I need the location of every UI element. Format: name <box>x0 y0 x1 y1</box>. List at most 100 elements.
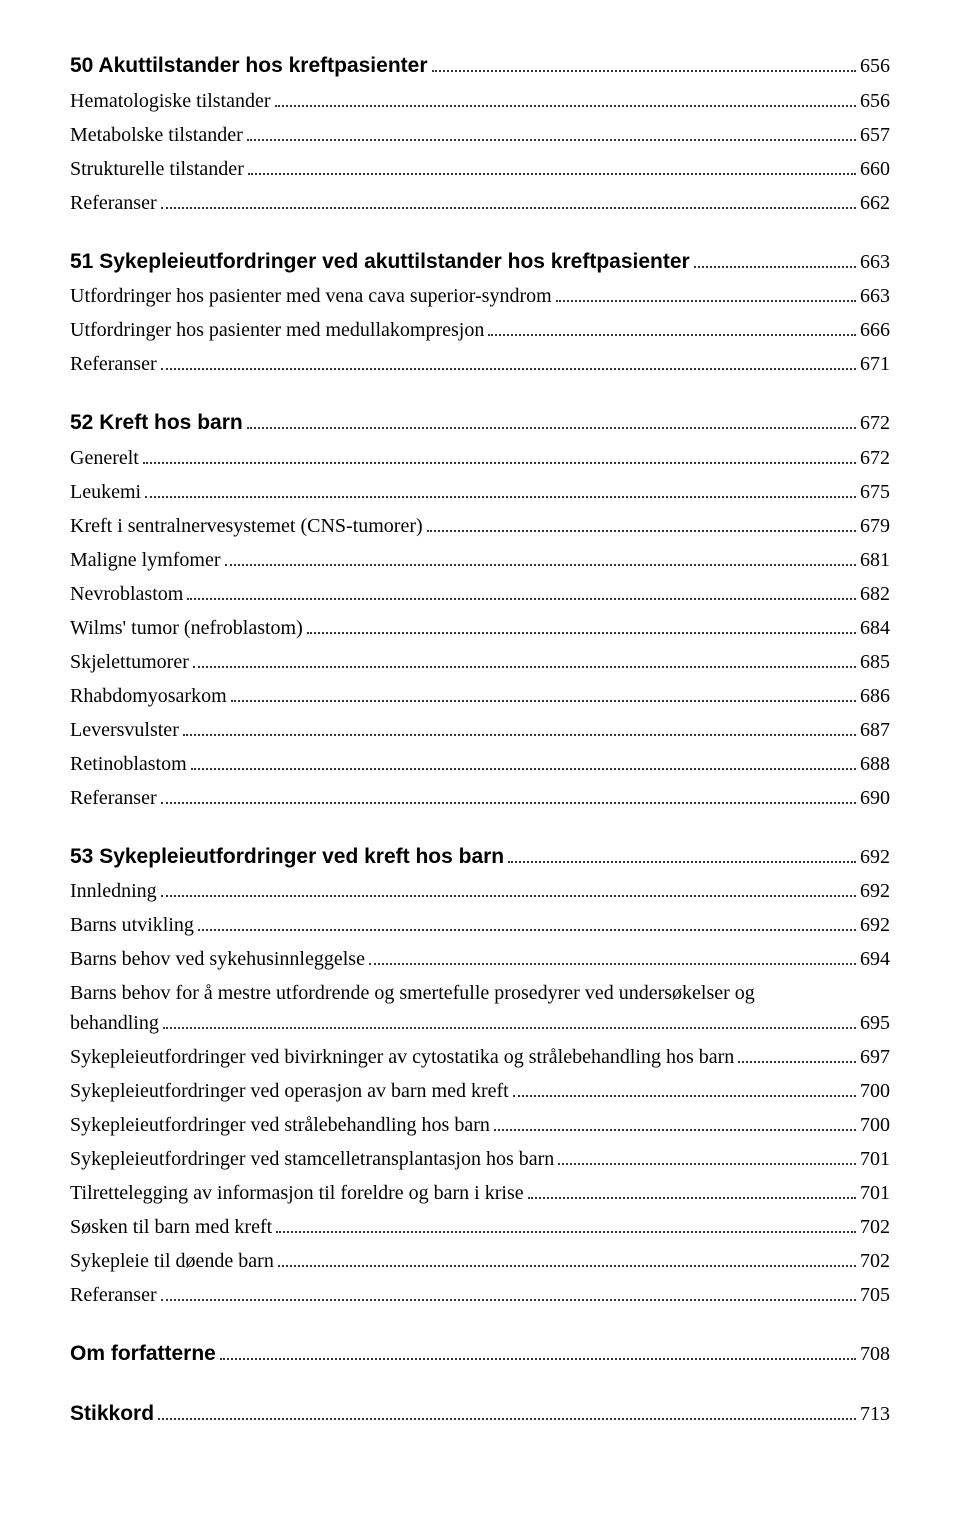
toc-subentry-page: 695 <box>860 1008 890 1038</box>
toc-subentry-label: Referanser <box>70 349 157 379</box>
toc-chapter-title: 51 Sykepleieutfordringer ved akuttilstan… <box>70 246 890 278</box>
toc-subentry-page: 663 <box>860 281 890 311</box>
toc-leader-dots <box>220 1346 856 1360</box>
toc-leader-dots <box>198 917 856 931</box>
toc-subentry-label: Referanser <box>70 783 157 813</box>
toc-subentry: Barns utvikling 692 <box>70 910 890 940</box>
toc-leader-dots <box>278 1253 856 1267</box>
toc-subentry-page: 662 <box>860 188 890 218</box>
toc-subentry-label: Sykepleieutfordringer ved operasjon av b… <box>70 1076 509 1106</box>
toc-subentry-label: Retinoblastom <box>70 749 187 779</box>
toc-leader-dots <box>427 518 856 532</box>
toc-leader-dots <box>225 552 856 566</box>
toc-subentry-page: 687 <box>860 715 890 745</box>
toc-subentry: Sykepleieutfordringer ved strålebehandli… <box>70 1110 890 1140</box>
toc-leader-dots <box>191 756 856 770</box>
toc-subentry-label: Barns behov ved sykehusinnleggelse <box>70 944 365 974</box>
toc-subentry: Leversvulster687 <box>70 715 890 745</box>
toc-chapter-title: 52 Kreft hos barn 672 <box>70 407 890 439</box>
toc-subentry: Sykepleie til døende barn702 <box>70 1246 890 1276</box>
toc-leader-dots <box>158 1406 856 1420</box>
toc-leader-dots <box>694 254 856 268</box>
toc-subentry-label: Sykepleieutfordringer ved strålebehandli… <box>70 1110 490 1140</box>
toc-subentry: Maligne lymfomer 681 <box>70 545 890 575</box>
toc-subentry: Referanser662 <box>70 188 890 218</box>
toc-chapter-title: Stikkord713 <box>70 1398 890 1430</box>
toc-leader-dots <box>432 58 857 72</box>
toc-leader-dots <box>513 1083 856 1097</box>
toc-subentry-page: 688 <box>860 749 890 779</box>
toc-subentry-line2-row: behandling 695 <box>70 1008 890 1038</box>
toc-subentry-page: 701 <box>860 1144 890 1174</box>
toc-subentry-page: 684 <box>860 613 890 643</box>
toc-subentry-label: Sykepleie til døende barn <box>70 1246 274 1276</box>
toc-leader-dots <box>183 722 856 736</box>
toc-subentry: Hematologiske tilstander656 <box>70 86 890 116</box>
toc-subentry: Skjelettumorer685 <box>70 647 890 677</box>
toc-section: 52 Kreft hos barn672Generelt672Leukemi67… <box>70 407 890 813</box>
toc-subentry-page: 672 <box>860 443 890 473</box>
toc-leader-dots <box>247 127 856 141</box>
toc-subentry: Rhabdomyosarkom 686 <box>70 681 890 711</box>
toc-subentry-label: Referanser <box>70 1280 157 1310</box>
toc-subentry-page: 682 <box>860 579 890 609</box>
toc-chapter-title: Om forfatterne708 <box>70 1338 890 1370</box>
toc-subentry-page: 686 <box>860 681 890 711</box>
toc-subentry: Barns behov for å mestre utfordrende og … <box>70 978 890 1038</box>
toc-subentry-page: 705 <box>860 1280 890 1310</box>
toc-chapter-page: 663 <box>860 247 890 277</box>
toc-chapter-page: 656 <box>860 51 890 81</box>
toc-subentry-label: Rhabdomyosarkom <box>70 681 227 711</box>
toc-section: Stikkord713 <box>70 1398 890 1430</box>
toc-subentry-label: Metabolske tilstander <box>70 120 243 150</box>
toc-subentry-page: 702 <box>860 1212 890 1242</box>
toc-chapter-page: 672 <box>860 408 890 438</box>
toc-subentry-page: 692 <box>860 876 890 906</box>
toc-subentry-label: Nevroblastom <box>70 579 183 609</box>
toc-subentry-label: Hematologiske tilstander <box>70 86 271 116</box>
toc-subentry-page: 697 <box>860 1042 890 1072</box>
toc-section: 51 Sykepleieutfordringer ved akuttilstan… <box>70 246 890 380</box>
toc-subentry-page: 679 <box>860 511 890 541</box>
toc-subentry: Wilms' tumor (nefroblastom)684 <box>70 613 890 643</box>
toc-subentry: Retinoblastom 688 <box>70 749 890 779</box>
toc-leader-dots <box>161 1287 856 1301</box>
toc-subentry-page: 700 <box>860 1110 890 1140</box>
toc-leader-dots <box>738 1049 856 1063</box>
toc-subentry: Sykepleieutfordringer ved operasjon av b… <box>70 1076 890 1106</box>
toc-leader-dots <box>558 1151 856 1165</box>
toc-leader-dots <box>145 484 856 498</box>
toc-leader-dots <box>187 586 856 600</box>
toc-subentry-label: Sykepleieutfordringer ved stamcelletrans… <box>70 1144 554 1174</box>
toc-leader-dots <box>369 951 856 965</box>
toc-subentry-page: 657 <box>860 120 890 150</box>
toc-section: Om forfatterne708 <box>70 1338 890 1370</box>
toc-subentry-label: Barns utvikling <box>70 910 194 940</box>
toc-subentry: Referanser 690 <box>70 783 890 813</box>
toc-subentry-page: 700 <box>860 1076 890 1106</box>
toc-subentry-label: Utfordringer hos pasienter med vena cava… <box>70 281 552 311</box>
toc-subentry-page: 694 <box>860 944 890 974</box>
toc-leader-dots <box>488 322 856 336</box>
toc-subentry-page: 681 <box>860 545 890 575</box>
toc-chapter-label: 52 Kreft hos barn <box>70 407 243 439</box>
toc-subentry-label: Maligne lymfomer <box>70 545 221 575</box>
toc-subentry-label: Leukemi <box>70 477 141 507</box>
toc-subentry-page: 692 <box>860 910 890 940</box>
toc-chapter-page: 692 <box>860 842 890 872</box>
toc-subentry-page: 690 <box>860 783 890 813</box>
toc-subentry-label-line1: Barns behov for å mestre utfordrende og … <box>70 978 890 1008</box>
toc-subentry-page: 675 <box>860 477 890 507</box>
toc-subentry-label: Tilrettelegging av informasjon til forel… <box>70 1178 524 1208</box>
toc-subentry: Utfordringer hos pasienter med medullako… <box>70 315 890 345</box>
toc-subentry-label: Strukturelle tilstander <box>70 154 244 184</box>
toc-leader-dots <box>161 195 856 209</box>
toc-subentry: Nevroblastom 682 <box>70 579 890 609</box>
toc-leader-dots <box>231 688 856 702</box>
toc-subentry: Leukemi 675 <box>70 477 890 507</box>
toc-subentry-label-line2: behandling <box>70 1008 159 1038</box>
toc-leader-dots <box>556 288 856 302</box>
toc-subentry: Barns behov ved sykehusinnleggelse 694 <box>70 944 890 974</box>
toc-subentry-page: 671 <box>860 349 890 379</box>
toc-leader-dots <box>494 1117 856 1131</box>
